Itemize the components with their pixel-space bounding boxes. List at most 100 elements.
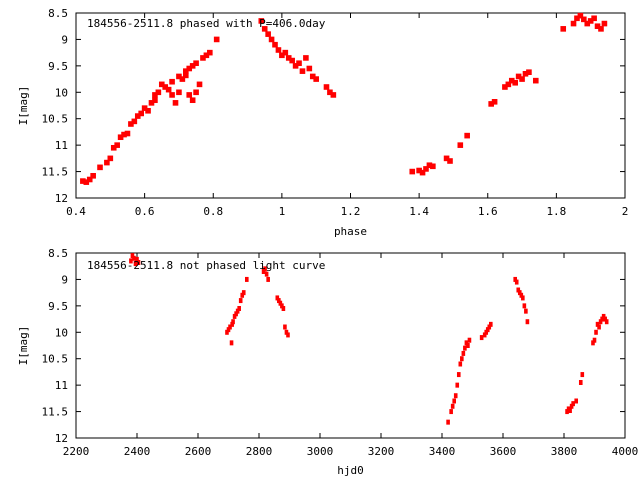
data-point — [449, 409, 453, 415]
x-tick-label: 3200 — [368, 445, 395, 458]
chart-panel-2: 2200 2400 2600 2800 3000 3200 3400 3600 3800 4000… — [17, 247, 638, 477]
data-point — [457, 142, 464, 148]
x-tick-label: 3000 — [307, 445, 334, 458]
data-point — [183, 72, 189, 79]
x-tick-label: 2400 — [124, 445, 151, 458]
data-point — [443, 155, 450, 162]
data-point — [517, 290, 522, 296]
data-point — [514, 279, 519, 285]
y-tick-label: 10 — [55, 86, 68, 99]
x-tick-label: 3600 — [490, 445, 517, 458]
data-point — [587, 18, 594, 24]
x-tick-label: 2 — [622, 205, 629, 218]
data-point — [594, 329, 598, 335]
data-point — [323, 84, 330, 90]
data-point — [466, 343, 470, 348]
data-point — [179, 76, 186, 82]
data-point — [186, 65, 193, 72]
data-point — [508, 77, 515, 84]
data-point — [522, 303, 527, 309]
data-point — [456, 372, 461, 378]
data-point — [584, 20, 591, 27]
data-point — [516, 287, 521, 293]
data-point — [238, 298, 243, 304]
x-tick-label: 2600 — [185, 445, 212, 458]
data-point — [240, 292, 245, 298]
data-point — [183, 68, 189, 74]
data-point — [458, 361, 463, 367]
data-point — [165, 86, 172, 93]
y-tick-label: 8.5 — [48, 7, 68, 20]
data-point — [409, 168, 416, 175]
data-point — [601, 20, 608, 27]
data-point — [138, 110, 144, 117]
data-point — [83, 179, 90, 185]
data-point — [455, 382, 460, 388]
data-point — [258, 18, 265, 24]
data-point — [519, 76, 525, 82]
data-point — [574, 15, 580, 22]
data-point — [207, 49, 213, 56]
data-point — [275, 295, 280, 301]
data-point — [133, 261, 138, 267]
data-point — [578, 380, 583, 385]
data-point — [286, 332, 290, 338]
y-tick-label: 10 — [55, 326, 68, 339]
data-point — [604, 319, 609, 325]
data-point — [600, 316, 604, 322]
x-tick-label: 1.6 — [478, 205, 498, 218]
x-tick-label: 3800 — [551, 445, 578, 458]
x-tick-label: 1.8 — [546, 205, 566, 218]
data-point — [577, 12, 584, 19]
data-point — [574, 398, 578, 404]
data-point — [426, 162, 433, 169]
data-point — [313, 76, 319, 82]
data-point — [145, 107, 151, 114]
data-point — [416, 167, 422, 174]
data-point — [261, 26, 268, 32]
data-point — [447, 158, 453, 164]
data-point — [176, 89, 182, 96]
data-point — [245, 276, 249, 282]
data-point — [489, 321, 493, 327]
data-point — [132, 255, 136, 261]
data-point — [487, 324, 492, 330]
data-point — [505, 81, 512, 88]
data-point — [107, 155, 114, 162]
y-tick-label: 12 — [55, 192, 68, 205]
data-point — [131, 118, 138, 125]
x-tick-label: 1 — [279, 205, 286, 218]
data-point — [193, 89, 199, 96]
chart-panel-1: 0.4 0.6 0.8 1 1.2 1.4 1.6 1.8 2 8.5 9 9.5 10 10.5 11 11… — [17, 7, 628, 238]
data-point — [569, 403, 574, 409]
x-tick-label: 3400 — [429, 445, 456, 458]
data-point — [595, 321, 600, 327]
data-point — [121, 131, 127, 138]
data-point — [279, 52, 285, 59]
data-point — [203, 52, 210, 59]
data-point — [292, 63, 299, 69]
y-axis-title: I[mag] — [17, 86, 30, 126]
data-point — [278, 300, 283, 306]
data-point — [580, 372, 585, 378]
data-point — [232, 313, 237, 319]
data-point — [452, 398, 456, 404]
data-point — [200, 55, 206, 61]
data-point — [306, 65, 313, 72]
data-point — [581, 16, 587, 23]
data-point — [502, 84, 508, 90]
x-tick-label: 1.4 — [409, 205, 429, 218]
y-tick-label: 10.5 — [42, 353, 69, 366]
plot-frame — [75, 252, 626, 439]
data-point — [296, 60, 302, 67]
data-point — [601, 313, 606, 319]
data-point — [524, 308, 528, 314]
data-point — [597, 324, 601, 330]
data-point — [460, 356, 464, 362]
data-point — [591, 340, 595, 346]
data-point — [570, 20, 577, 27]
data-point — [235, 308, 240, 314]
data-point — [189, 97, 196, 104]
data-point — [155, 89, 162, 96]
data-point — [512, 79, 518, 86]
